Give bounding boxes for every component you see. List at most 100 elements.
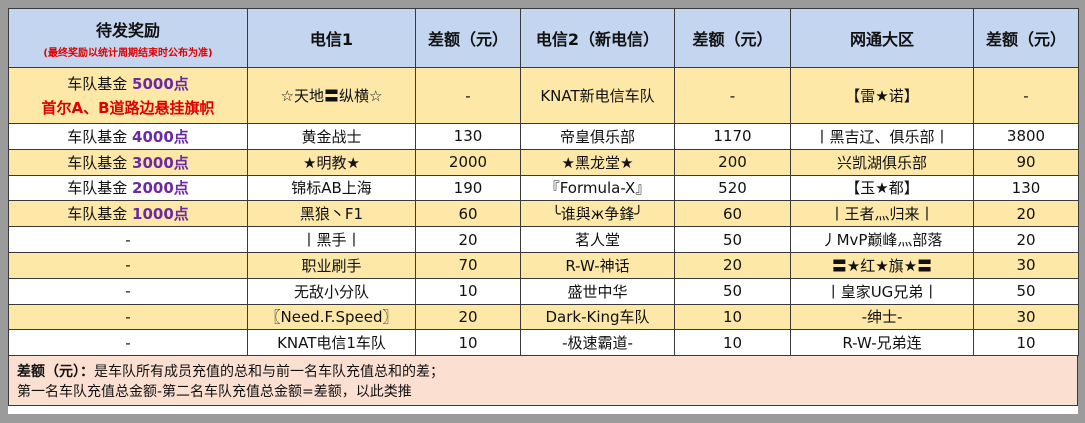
reward-amount: 5000点 bbox=[132, 75, 189, 93]
reward-cell: 车队基金 4000点 bbox=[8, 123, 248, 150]
reward-prefix: 车队基金 bbox=[67, 75, 133, 93]
telecom1-team: ★明教★ bbox=[247, 148, 416, 176]
header-netcom: 网通大区 bbox=[790, 8, 974, 68]
netcom-diff: 50 bbox=[973, 277, 1079, 305]
telecom1-diff: 70 bbox=[415, 251, 521, 279]
netcom-team: 丨皇家UG兄弟丨 bbox=[790, 277, 974, 305]
notes-line-1: 差额（元）：是车队所有成员充值的总和与前一名车队充值总和的差； bbox=[17, 362, 1069, 382]
table-row: - 无敌小分队 10 盛世中华 50 丨皇家UG兄弟丨 50 bbox=[8, 277, 1079, 305]
telecom2-diff: 20 bbox=[674, 251, 791, 279]
table-row: - 职业刷手 70 R-W-神话 20 〓★红★旗★〓 30 bbox=[8, 251, 1079, 279]
telecom1-team: 锦标AB上海 bbox=[247, 174, 416, 202]
reward-prefix: 车队基金 bbox=[67, 127, 133, 146]
reward-extra: 首尔A、B道路边悬挂旗帜 bbox=[41, 99, 215, 117]
netcom-team: -绅士- bbox=[790, 303, 974, 331]
reward-table-frame: 待发奖励 (最终奖励以统计周期结束时公布为准) 电信1 差额（元） 电信2（新电… bbox=[8, 8, 1079, 414]
table-body: 车队基金 5000点 首尔A、B道路边悬挂旗帜 ☆天地〓纵横☆ - KNAT新电… bbox=[8, 67, 1079, 357]
table-row: 车队基金 1000点 黑狼丶F1 60 ╰谁與ж争鋒╯ 60 丨王者灬归来丨 2… bbox=[8, 200, 1079, 228]
reward-amount: 2000点 bbox=[132, 179, 189, 198]
telecom2-team: KNAT新电信车队 bbox=[520, 67, 675, 124]
telecom1-diff: 190 bbox=[415, 174, 521, 202]
reward-cell: 车队基金 1000点 bbox=[8, 200, 248, 228]
reward-cell: 车队基金 5000点 首尔A、B道路边悬挂旗帜 bbox=[8, 67, 248, 124]
telecom1-diff: 20 bbox=[415, 303, 521, 331]
telecom2-diff: 10 bbox=[674, 329, 791, 357]
telecom2-diff: 60 bbox=[674, 200, 791, 228]
reward-cell: - bbox=[8, 303, 248, 331]
reward-prefix: 车队基金 bbox=[67, 205, 133, 224]
telecom2-team: 『Formula-X』 bbox=[520, 174, 675, 202]
telecom2-diff: 200 bbox=[674, 148, 791, 176]
telecom2-team: R-W-神话 bbox=[520, 251, 675, 279]
telecom2-team: ╰谁與ж争鋒╯ bbox=[520, 200, 675, 228]
netcom-diff: 3800 bbox=[973, 123, 1079, 150]
reward-prefix: 车队基金 bbox=[67, 179, 133, 198]
reward-cell: - bbox=[8, 251, 248, 279]
table-row: - 丨黑手丨 20 茗人堂 50 丿MvP巅峰灬部落 20 bbox=[8, 226, 1079, 253]
reward-cell: 车队基金 2000点 bbox=[8, 174, 248, 202]
reward-amount: 3000点 bbox=[132, 153, 189, 172]
notes-box: 差额（元）：是车队所有成员充值的总和与前一名车队充值总和的差； 第一名车队充值总… bbox=[8, 356, 1078, 407]
header-reward-title: 待发奖励 bbox=[95, 21, 160, 40]
telecom2-team: Dark-King车队 bbox=[520, 303, 675, 331]
netcom-team: 丿MvP巅峰灬部落 bbox=[790, 226, 974, 253]
notes-text-1: 是车队所有成员充值的总和与前一名车队充值总和的差； bbox=[94, 364, 444, 381]
reward-amount: 1000点 bbox=[132, 205, 189, 224]
telecom1-team: 丨黑手丨 bbox=[247, 226, 416, 253]
telecom2-diff: 1170 bbox=[674, 123, 791, 150]
netcom-team: 〓★红★旗★〓 bbox=[790, 251, 974, 279]
telecom2-diff: 520 bbox=[674, 174, 791, 202]
reward-cell: - bbox=[8, 226, 248, 253]
netcom-team: 丨黑吉辽、俱乐部丨 bbox=[790, 123, 974, 150]
notes-label: 差额（元）： bbox=[17, 364, 94, 381]
table-row: - KNAT电信1车队 10 -极速霸道- 10 R-W-兄弟连 10 bbox=[8, 329, 1079, 357]
netcom-diff: 130 bbox=[973, 174, 1079, 202]
telecom1-team: 无敌小分队 bbox=[247, 277, 416, 305]
telecom1-team: 黑狼丶F1 bbox=[247, 200, 416, 228]
netcom-team: R-W-兄弟连 bbox=[790, 329, 974, 357]
telecom2-diff: 50 bbox=[674, 277, 791, 305]
netcom-diff: - bbox=[973, 67, 1079, 124]
header-reward: 待发奖励 (最终奖励以统计周期结束时公布为准) bbox=[8, 8, 248, 68]
reward-table: 待发奖励 (最终奖励以统计周期结束时公布为准) 电信1 差额（元） 电信2（新电… bbox=[8, 8, 1079, 357]
telecom2-diff: - bbox=[674, 67, 791, 124]
telecom2-team: -极速霸道- bbox=[520, 329, 675, 357]
netcom-team: 兴凯湖俱乐部 bbox=[790, 148, 974, 176]
telecom1-diff: - bbox=[415, 67, 521, 124]
header-reward-note: (最终奖励以统计周期结束时公布为准) bbox=[43, 48, 213, 59]
header-telecom1: 电信1 bbox=[247, 8, 416, 68]
telecom2-diff: 50 bbox=[674, 226, 791, 253]
telecom1-diff: 130 bbox=[415, 123, 521, 150]
table-row: 车队基金 5000点 首尔A、B道路边悬挂旗帜 ☆天地〓纵横☆ - KNAT新电… bbox=[8, 67, 1079, 124]
netcom-team: 丨王者灬归来丨 bbox=[790, 200, 974, 228]
netcom-diff: 90 bbox=[973, 148, 1079, 176]
telecom1-diff: 20 bbox=[415, 226, 521, 253]
header-telecom2: 电信2（新电信） bbox=[520, 8, 675, 68]
telecom1-team: 职业刷手 bbox=[247, 251, 416, 279]
netcom-diff: 30 bbox=[973, 251, 1079, 279]
header-diff1: 差额（元） bbox=[415, 8, 521, 68]
reward-cell: - bbox=[8, 329, 248, 357]
netcom-diff: 30 bbox=[973, 303, 1079, 331]
telecom2-team: 帝皇俱乐部 bbox=[520, 123, 675, 150]
reward-cell: - bbox=[8, 277, 248, 305]
table-row: 车队基金 2000点 锦标AB上海 190 『Formula-X』 520 【玉… bbox=[8, 174, 1079, 202]
telecom2-team: 茗人堂 bbox=[520, 226, 675, 253]
netcom-team: 【玉★都】 bbox=[790, 174, 974, 202]
notes-text-2: 第一名车队充值总金额-第二名车队充值总金额=差额，以此类推 bbox=[17, 384, 412, 401]
telecom1-team: ☆天地〓纵横☆ bbox=[247, 67, 416, 124]
reward-cell: 车队基金 3000点 bbox=[8, 148, 248, 176]
telecom1-diff: 60 bbox=[415, 200, 521, 228]
telecom1-diff: 10 bbox=[415, 277, 521, 305]
telecom1-diff: 10 bbox=[415, 329, 521, 357]
telecom2-team: ★黑龙堂★ bbox=[520, 148, 675, 176]
netcom-diff: 10 bbox=[973, 329, 1079, 357]
table-row: - 〖Need.F.Speed〗 20 Dark-King车队 10 -绅士- … bbox=[8, 303, 1079, 331]
netcom-team: 【雷★诺】 bbox=[790, 67, 974, 124]
telecom1-team: 黄金战士 bbox=[247, 123, 416, 150]
telecom2-diff: 10 bbox=[674, 303, 791, 331]
reward-amount: 4000点 bbox=[132, 127, 189, 146]
table-row: 车队基金 4000点 黄金战士 130 帝皇俱乐部 1170 丨黑吉辽、俱乐部丨… bbox=[8, 123, 1079, 150]
telecom1-diff: 2000 bbox=[415, 148, 521, 176]
telecom1-team: KNAT电信1车队 bbox=[247, 329, 416, 357]
